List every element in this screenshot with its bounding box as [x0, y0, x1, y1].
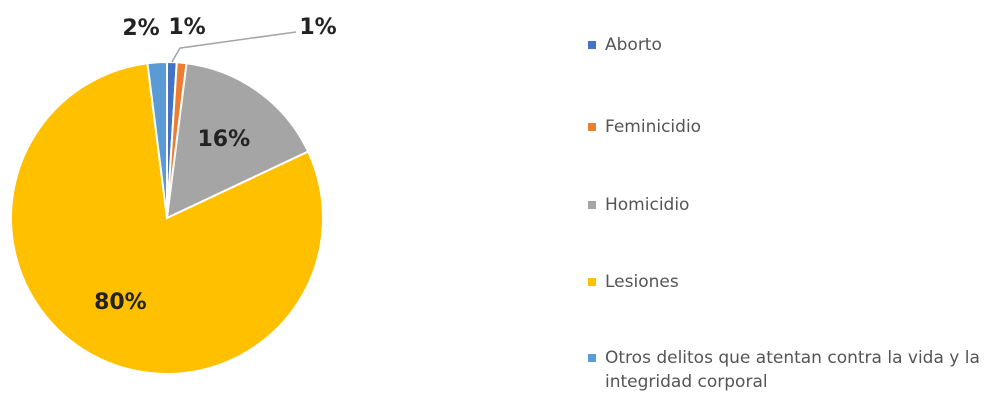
- legend-swatch: [588, 201, 596, 209]
- pie-slice: [146, 60, 168, 219]
- legend-item: Lesiones: [588, 270, 679, 294]
- data-label: 1%: [168, 15, 205, 40]
- legend-swatch: [588, 278, 596, 286]
- legend-label: Lesiones: [605, 272, 679, 292]
- legend-swatch: [588, 354, 596, 362]
- legend-item: Homicidio: [588, 193, 689, 217]
- legend-item: Otros delitos que atentan contra la vida…: [588, 346, 997, 394]
- legend-item: Aborto: [588, 33, 662, 57]
- legend-label: Feminicidio: [605, 117, 702, 137]
- pie-slice: [10, 62, 324, 375]
- data-label: 1%: [299, 15, 336, 40]
- legend-label: Aborto: [605, 35, 662, 55]
- legend-swatch: [588, 123, 596, 131]
- leader-line: [171, 31, 297, 63]
- pie-slice: [165, 62, 310, 220]
- data-label: 2%: [122, 16, 159, 41]
- data-label: 16%: [198, 127, 251, 152]
- legend-swatch: [588, 41, 596, 49]
- data-label: 80%: [94, 290, 147, 315]
- legend-item: Feminicidio: [588, 115, 701, 139]
- pie-area: 1% 1% 16% 80% 2%: [10, 15, 337, 375]
- legend-label: Homicidio: [605, 195, 690, 215]
- legend-label: Otros delitos que atentan contra la vida…: [605, 348, 980, 392]
